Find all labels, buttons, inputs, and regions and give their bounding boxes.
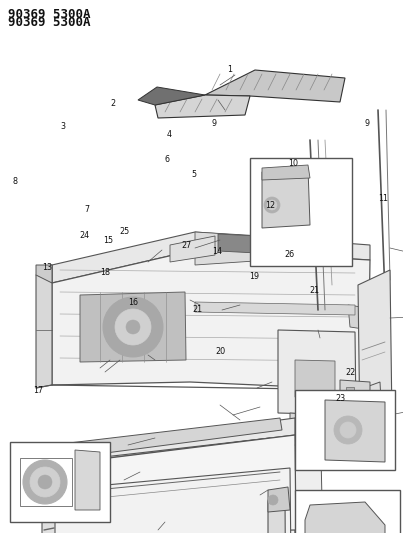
Text: 16: 16 — [128, 298, 138, 307]
Polygon shape — [52, 530, 296, 533]
Polygon shape — [295, 412, 322, 508]
Polygon shape — [170, 236, 215, 262]
Polygon shape — [36, 265, 52, 388]
Text: 18: 18 — [100, 269, 110, 277]
Circle shape — [23, 460, 67, 504]
Polygon shape — [52, 232, 370, 283]
Circle shape — [38, 475, 52, 489]
Text: 9: 9 — [211, 119, 216, 128]
Bar — [20, 458, 72, 506]
Circle shape — [268, 495, 278, 505]
Text: 11: 11 — [378, 194, 388, 203]
Circle shape — [126, 320, 140, 334]
Polygon shape — [52, 468, 292, 533]
Polygon shape — [278, 330, 356, 415]
Polygon shape — [218, 234, 296, 255]
Bar — [346, 387, 354, 394]
Text: 17: 17 — [33, 386, 44, 394]
Text: 25: 25 — [120, 228, 130, 236]
Text: 23: 23 — [335, 394, 346, 403]
Text: 12: 12 — [265, 201, 275, 209]
Polygon shape — [195, 302, 355, 315]
Polygon shape — [80, 292, 186, 362]
Polygon shape — [340, 380, 370, 408]
Text: 14: 14 — [213, 247, 222, 256]
Circle shape — [267, 200, 277, 210]
Polygon shape — [305, 502, 385, 533]
Text: 2: 2 — [110, 100, 115, 108]
Text: 8: 8 — [13, 177, 18, 185]
Text: 21: 21 — [192, 305, 203, 313]
Text: 6: 6 — [165, 156, 170, 164]
Polygon shape — [36, 265, 52, 283]
Polygon shape — [268, 497, 286, 533]
Bar — [10, 442, 110, 522]
Circle shape — [340, 422, 356, 438]
Text: 3: 3 — [60, 123, 65, 131]
Text: 5: 5 — [191, 171, 196, 179]
Text: 10: 10 — [289, 159, 298, 167]
Text: 90369 5300A: 90369 5300A — [8, 16, 91, 29]
Text: 15: 15 — [103, 237, 113, 245]
Polygon shape — [52, 418, 282, 460]
Text: 26: 26 — [284, 251, 295, 259]
Polygon shape — [338, 410, 390, 445]
Polygon shape — [290, 413, 322, 448]
Polygon shape — [275, 418, 312, 528]
Polygon shape — [268, 487, 290, 512]
Circle shape — [334, 416, 362, 444]
Text: 1: 1 — [227, 65, 232, 74]
Circle shape — [103, 297, 163, 357]
Bar — [295, 490, 400, 533]
Text: 27: 27 — [181, 241, 191, 249]
Polygon shape — [52, 435, 296, 533]
Polygon shape — [345, 382, 382, 428]
Polygon shape — [205, 70, 345, 102]
Text: 24: 24 — [79, 231, 90, 240]
Text: 90369 5300A: 90369 5300A — [8, 8, 91, 21]
Polygon shape — [52, 250, 370, 390]
Text: 9: 9 — [364, 119, 369, 128]
Bar — [250, 158, 352, 266]
Polygon shape — [262, 165, 310, 180]
Polygon shape — [75, 450, 100, 510]
Bar — [350, 420, 378, 434]
Polygon shape — [348, 305, 370, 330]
Text: 4: 4 — [167, 130, 172, 139]
Polygon shape — [358, 270, 392, 435]
Text: 22: 22 — [345, 368, 356, 376]
Circle shape — [30, 467, 60, 497]
Text: 19: 19 — [249, 272, 259, 280]
Polygon shape — [52, 418, 295, 465]
Polygon shape — [138, 87, 205, 105]
Bar — [305, 420, 313, 428]
Polygon shape — [295, 360, 335, 398]
Bar — [295, 390, 395, 470]
Circle shape — [115, 309, 151, 345]
Polygon shape — [42, 462, 55, 533]
Text: 7: 7 — [84, 205, 89, 214]
Circle shape — [264, 197, 280, 213]
Text: 20: 20 — [216, 348, 226, 356]
Polygon shape — [155, 95, 250, 118]
Polygon shape — [325, 400, 385, 462]
Polygon shape — [195, 232, 330, 265]
Text: 13: 13 — [43, 263, 52, 272]
Bar — [295, 420, 303, 428]
Text: 21: 21 — [309, 286, 320, 295]
Polygon shape — [262, 168, 310, 228]
